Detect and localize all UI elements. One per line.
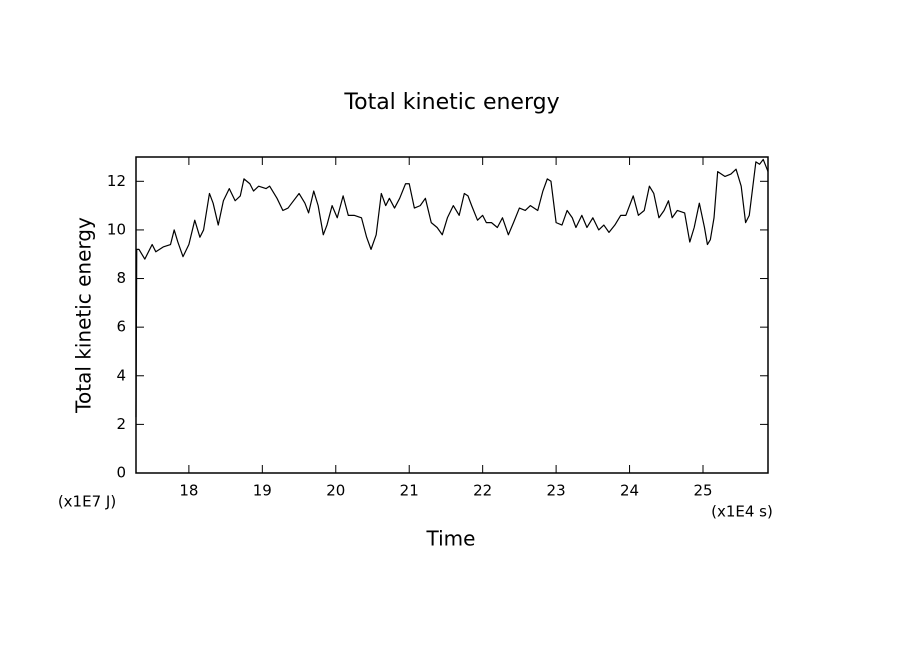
plot-frame — [135, 156, 769, 474]
y-unit-label: (x1E7 J) — [58, 493, 116, 511]
y-tick-label: 0 — [116, 464, 126, 482]
x-tick-label: 18 — [179, 482, 198, 500]
y-tick-label: 8 — [116, 269, 126, 287]
x-unit-label: (x1E4 s) — [711, 503, 773, 521]
y-axis-label: Total kinetic energy — [72, 217, 96, 414]
x-axis-label: Time — [426, 527, 476, 551]
x-tick-label: 21 — [400, 482, 419, 500]
y-tick-label: 4 — [116, 366, 126, 384]
x-tick-label: 23 — [547, 482, 566, 500]
x-tick-label: 20 — [326, 482, 345, 500]
x-tick-label: 25 — [693, 482, 712, 500]
chart-title: Total kinetic energy — [343, 90, 559, 115]
y-tick-label: 10 — [107, 220, 126, 238]
x-tick-label: 22 — [473, 482, 492, 500]
y-tick-label: 12 — [107, 172, 126, 190]
x-tick-label: 19 — [253, 482, 272, 500]
data-line — [135, 158, 769, 418]
x-tick-label: 24 — [620, 482, 639, 500]
y-tick-label: 6 — [116, 318, 126, 336]
y-tick-label: 2 — [116, 415, 126, 433]
